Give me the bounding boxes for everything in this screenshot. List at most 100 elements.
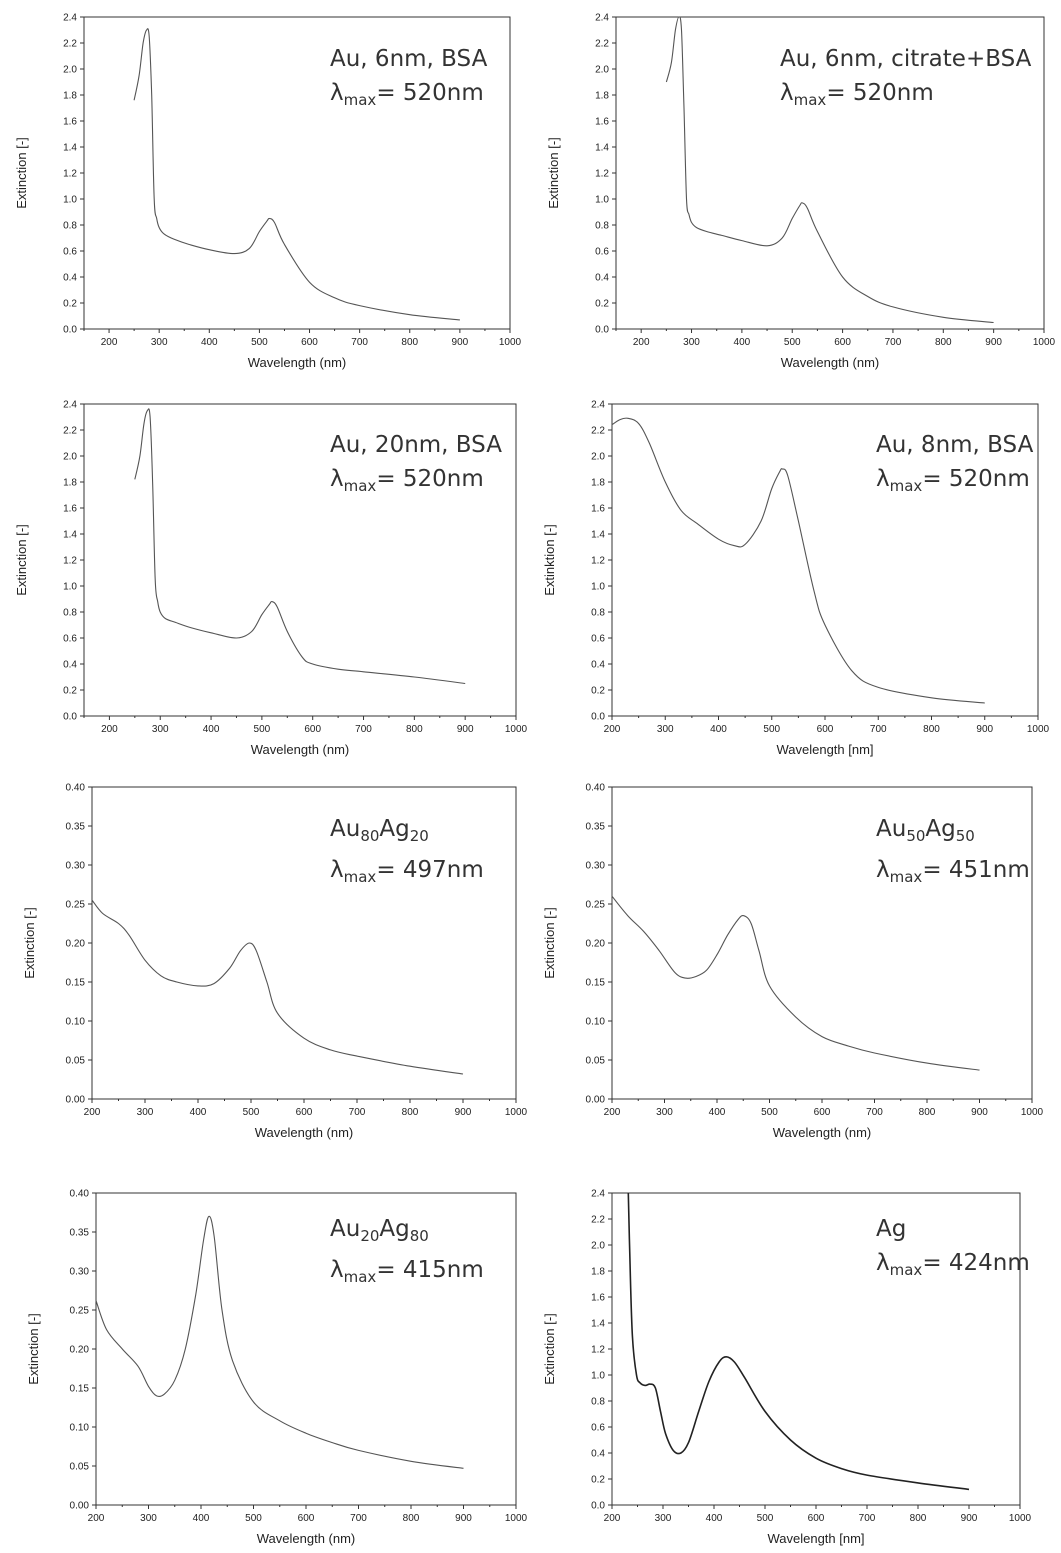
- y-tick-label: 2.2: [63, 426, 77, 437]
- x-axis-title: Wavelength (nm): [257, 1531, 356, 1546]
- y-tick-label: 1.6: [63, 117, 77, 128]
- element-b: Ag: [379, 816, 410, 842]
- element-b: Ag: [379, 1216, 410, 1242]
- y-tick-label: 0.4: [63, 660, 77, 671]
- y-tick-label: 1.6: [595, 117, 609, 128]
- x-tick-label: 300: [655, 1513, 672, 1524]
- x-axis-title: Wavelength (nm): [248, 355, 347, 370]
- lambda-max: λmax= 424nm: [876, 1246, 1030, 1287]
- spectrum-line: [627, 1192, 970, 1491]
- lambda-value: = 424nm: [922, 1250, 1030, 1276]
- y-tick-label: 0.2: [595, 299, 609, 310]
- y-axis-title: Extinction [-]: [542, 907, 557, 979]
- x-tick-label: 600: [304, 724, 321, 735]
- lambda-value: = 415nm: [376, 1257, 484, 1283]
- x-tick-label: 600: [296, 1107, 313, 1118]
- y-tick-label: 0.00: [66, 1095, 86, 1106]
- y-tick-label: 0.4: [595, 273, 609, 284]
- x-tick-label: 600: [814, 1107, 831, 1118]
- x-tick-label: 500: [254, 724, 271, 735]
- y-tick-label: 0.25: [70, 1306, 90, 1317]
- element-b-fraction: 80: [409, 1227, 429, 1245]
- y-tick-label: 2.2: [591, 1215, 605, 1226]
- x-tick-label: 600: [298, 1513, 315, 1524]
- spectrum-line: [665, 16, 994, 324]
- spectrum-line: [91, 899, 464, 1075]
- lambda-subscript: max: [343, 1268, 377, 1286]
- x-axis-title: Wavelength (nm): [773, 1125, 872, 1140]
- y-tick-label: 2.2: [63, 39, 77, 50]
- y-tick-label: 1.4: [591, 1319, 605, 1330]
- sample-annotation: Au, 6nm, BSA λmax= 520nm: [330, 42, 487, 117]
- x-tick-label: 800: [935, 337, 952, 348]
- y-tick-label: 2.0: [591, 452, 605, 463]
- x-tick-label: 300: [657, 724, 674, 735]
- y-tick-label: 1.8: [595, 91, 609, 102]
- y-tick-label: 2.2: [595, 39, 609, 50]
- y-tick-label: 0.20: [66, 939, 86, 950]
- x-tick-label: 1000: [505, 1513, 528, 1524]
- x-tick-label: 1000: [1009, 1513, 1032, 1524]
- y-tick-label: 0.00: [70, 1501, 90, 1512]
- y-tick-label: 0.05: [66, 1056, 86, 1067]
- element-b: Ag: [925, 816, 956, 842]
- y-tick-label: 0.10: [70, 1423, 90, 1434]
- x-tick-label: 400: [710, 724, 727, 735]
- y-tick-label: 2.4: [63, 13, 77, 24]
- x-tick-label: 200: [101, 337, 118, 348]
- y-tick-label: 1.2: [63, 556, 77, 567]
- lambda-symbol: λ: [330, 466, 344, 492]
- sample-annotation: Au80Ag20 λmax= 497nm: [330, 812, 484, 894]
- x-axis-title: Wavelength [nm]: [776, 742, 873, 757]
- lambda-max: λmax= 520nm: [330, 76, 487, 117]
- element-a-fraction: 80: [360, 827, 380, 845]
- y-tick-label: 0.2: [591, 1475, 605, 1486]
- lambda-symbol: λ: [876, 466, 890, 492]
- x-tick-label: 200: [604, 724, 621, 735]
- x-tick-label: 900: [976, 724, 993, 735]
- y-tick-label: 0.0: [595, 325, 609, 336]
- spectrum-line: [134, 408, 466, 685]
- spectrum-line: [611, 417, 985, 704]
- x-tick-label: 900: [985, 337, 1002, 348]
- y-tick-label: 0.05: [586, 1056, 606, 1067]
- y-tick-label: 0.20: [586, 939, 606, 950]
- y-tick-label: 0.30: [586, 861, 606, 872]
- x-tick-label: 800: [406, 724, 423, 735]
- y-tick-label: 1.4: [63, 143, 77, 154]
- x-tick-label: 200: [101, 724, 118, 735]
- y-tick-label: 2.0: [595, 65, 609, 76]
- lambda-subscript: max: [793, 91, 827, 109]
- x-tick-label: 1000: [1033, 337, 1056, 348]
- y-axis-title: Extinction [-]: [26, 1313, 41, 1385]
- y-tick-label: 1.2: [591, 1345, 605, 1356]
- x-tick-label: 800: [403, 1513, 420, 1524]
- y-tick-label: 1.8: [63, 478, 77, 489]
- sample-name: Au, 20nm, BSA: [330, 432, 502, 458]
- y-tick-label: 2.4: [595, 13, 609, 24]
- y-tick-label: 0.6: [63, 247, 77, 258]
- y-tick-label: 1.0: [63, 195, 77, 206]
- x-tick-label: 900: [455, 1513, 472, 1524]
- y-tick-label: 1.0: [591, 1371, 605, 1382]
- sample-name: Au, 6nm, citrate+BSA: [780, 46, 1032, 72]
- lambda-max: λmax= 520nm: [330, 462, 502, 503]
- x-tick-label: 500: [243, 1107, 260, 1118]
- x-tick-label: 500: [784, 337, 801, 348]
- x-axis-title: Wavelength (nm): [255, 1125, 354, 1140]
- y-tick-label: 0.8: [591, 608, 605, 619]
- sample-annotation: Au, 20nm, BSA λmax= 520nm: [330, 428, 502, 503]
- lambda-max: λmax= 415nm: [330, 1253, 484, 1294]
- y-tick-label: 1.2: [63, 169, 77, 180]
- x-tick-label: 500: [251, 337, 268, 348]
- y-tick-label: 0.40: [70, 1189, 90, 1200]
- y-tick-label: 0.15: [70, 1384, 90, 1395]
- x-tick-label: 1000: [1021, 1107, 1044, 1118]
- y-tick-label: 1.2: [591, 556, 605, 567]
- x-tick-label: 300: [151, 337, 168, 348]
